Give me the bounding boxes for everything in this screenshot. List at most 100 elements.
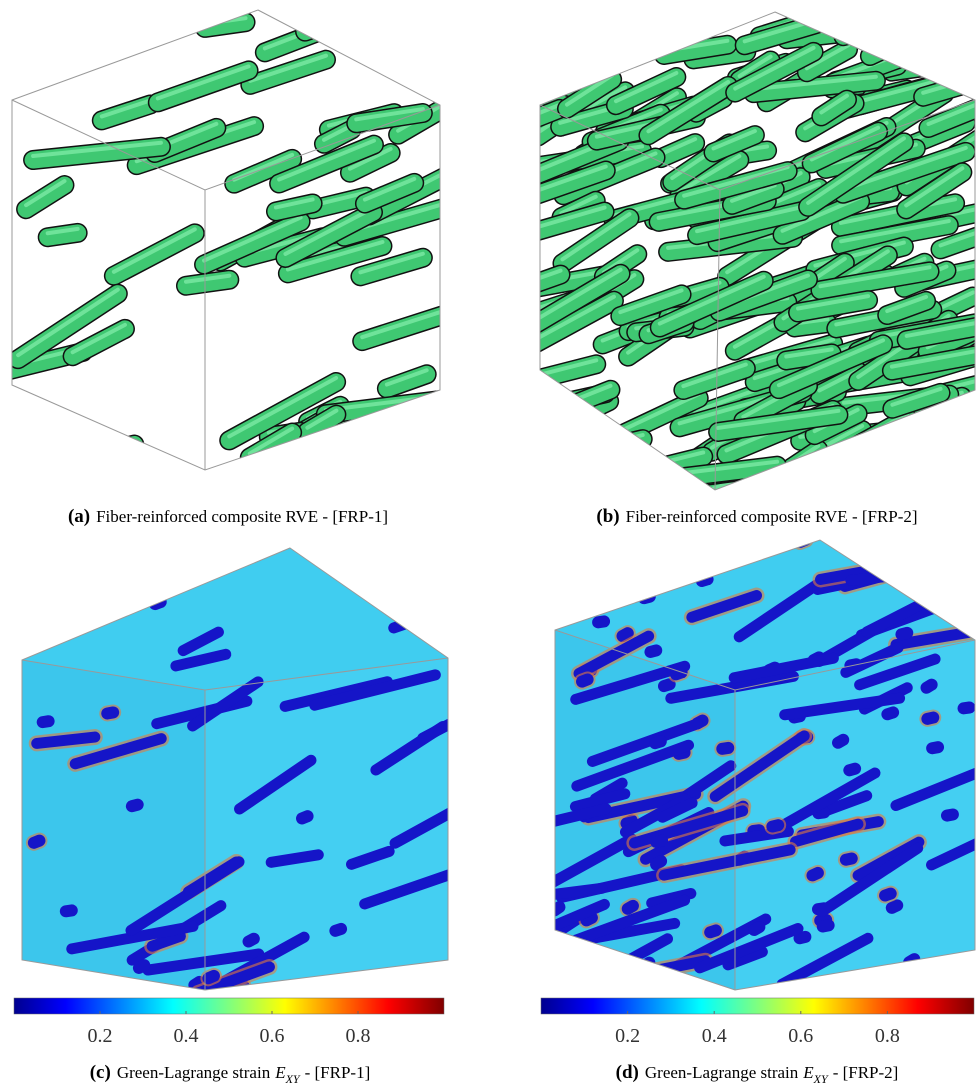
fiber-highlight xyxy=(512,52,570,91)
fiber xyxy=(623,633,628,636)
fiber xyxy=(302,816,308,818)
fiber-outline xyxy=(528,51,627,77)
fiber-highlight xyxy=(843,3,961,32)
fiber xyxy=(901,633,907,634)
fiber xyxy=(856,540,862,541)
fiber xyxy=(545,28,583,39)
fiber-highlight xyxy=(30,45,62,67)
fiber xyxy=(906,966,938,976)
fiber xyxy=(66,910,72,911)
caption: (c)Green-Lagrange strainEXY- [FRP-1] xyxy=(90,1062,371,1086)
fiber-highlight xyxy=(371,17,432,45)
fiber xyxy=(360,258,422,277)
fiber-outline xyxy=(372,6,473,37)
fiber xyxy=(26,185,64,209)
fiber xyxy=(644,963,649,966)
fiber xyxy=(534,404,571,423)
fiber xyxy=(933,27,976,34)
caption-text: Fiber-reinforced composite RVE - [FRP-2] xyxy=(626,507,918,526)
fiber-highlight xyxy=(560,51,591,61)
fiber xyxy=(892,905,897,908)
fiber-outline xyxy=(939,30,973,47)
fiber xyxy=(823,925,829,926)
fiber-outline xyxy=(869,475,914,481)
fiber-highlight xyxy=(0,416,38,444)
colorbar xyxy=(541,998,974,1014)
fiber xyxy=(560,55,591,65)
fiber-outline xyxy=(933,27,976,34)
fiber-edge xyxy=(559,568,565,570)
fiber xyxy=(591,591,597,593)
fiber xyxy=(586,552,615,562)
fiber xyxy=(932,747,938,748)
fiber-outline xyxy=(0,420,38,448)
fiber xyxy=(335,929,341,931)
fiber-outline xyxy=(822,448,905,473)
fiber xyxy=(548,439,643,462)
fiber-highlight xyxy=(822,444,905,469)
fiber-outline xyxy=(843,7,961,36)
fiber-outline xyxy=(560,55,591,65)
fiber-outline xyxy=(587,41,642,57)
fiber xyxy=(704,541,752,565)
fiber-highlight xyxy=(933,23,976,30)
fiber-outline xyxy=(545,28,583,39)
fiber xyxy=(927,597,933,598)
fiber xyxy=(656,861,661,864)
fiber xyxy=(4,0,85,32)
fiber-outline xyxy=(30,49,62,71)
fiber xyxy=(889,0,978,50)
fiber xyxy=(0,620,90,638)
fiber xyxy=(158,70,249,102)
fiber xyxy=(590,14,663,38)
fiber xyxy=(208,976,214,978)
fiber xyxy=(947,814,953,815)
fiber xyxy=(912,567,917,570)
fiber-highlight xyxy=(892,59,952,67)
fiber xyxy=(582,679,588,681)
fiber xyxy=(606,20,649,35)
fiber-highlight xyxy=(548,435,643,458)
fiber-outline xyxy=(548,439,643,462)
caption-subscript: XY xyxy=(285,1072,301,1086)
fiber-outline xyxy=(590,14,663,38)
caption-suffix: - [FRP-1] xyxy=(305,1063,371,1082)
fiber-highlight xyxy=(939,26,973,43)
caption: (b)Fiber-reinforced composite RVE - [FRP… xyxy=(596,506,917,527)
fiber xyxy=(559,568,565,570)
fiber-highlight xyxy=(576,45,610,57)
fiber-highlight xyxy=(827,453,924,483)
fiber xyxy=(132,805,138,807)
caption-subscript: XY xyxy=(813,1072,829,1086)
fiber-highlight xyxy=(889,0,978,46)
fiber xyxy=(812,873,817,876)
fiber xyxy=(30,49,62,71)
panel: (a)Fiber-reinforced composite RVE - [FRP… xyxy=(0,0,479,527)
fiber-highlight xyxy=(895,23,948,42)
fiber-outline xyxy=(534,404,571,423)
fiber xyxy=(964,707,970,708)
fiber-outline xyxy=(827,457,924,487)
panel: (d)Green-Lagrange strainEXY- [FRP-2]0.20… xyxy=(515,535,978,1086)
colorbar-tick-label: 0.4 xyxy=(174,1025,199,1047)
fiber xyxy=(895,27,948,46)
fiber-outline xyxy=(580,34,610,39)
fiber xyxy=(37,737,95,743)
fiber xyxy=(849,769,855,771)
fiber xyxy=(883,1,978,34)
fibers xyxy=(487,0,978,495)
fiber xyxy=(73,329,125,356)
fiber xyxy=(557,401,609,426)
fiber-edge xyxy=(912,567,917,570)
fiber xyxy=(843,7,961,36)
fiber xyxy=(271,855,318,863)
fibers xyxy=(0,0,479,467)
fiber xyxy=(936,599,941,602)
fiber xyxy=(927,685,932,688)
fiber xyxy=(250,60,326,85)
fiber-highlight xyxy=(51,440,135,462)
fiber xyxy=(628,906,633,909)
fiber xyxy=(935,34,975,60)
fiber xyxy=(528,51,627,77)
fiber-highlight xyxy=(372,2,473,33)
